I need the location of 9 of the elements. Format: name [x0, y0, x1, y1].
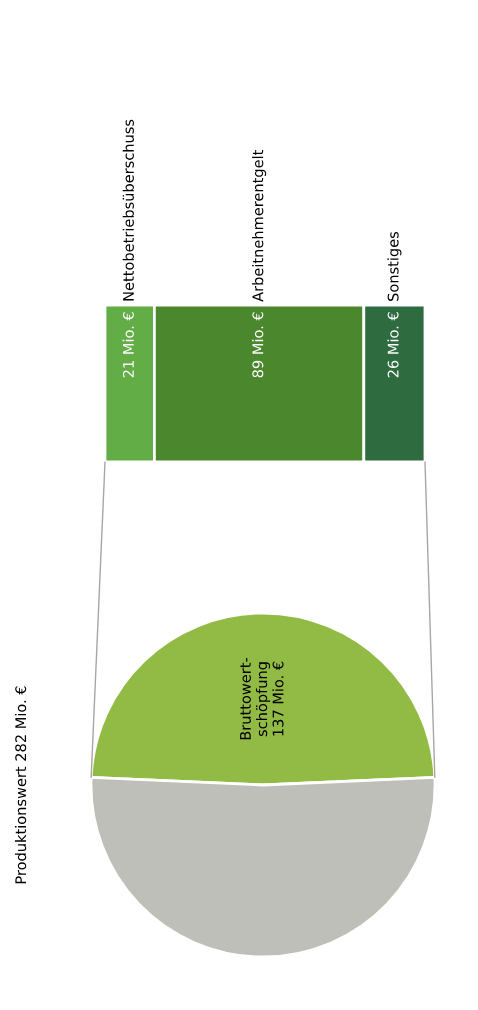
- data-label: 21 Mio. €: [122, 312, 134, 378]
- text: Sonstiges: [387, 231, 402, 301]
- text: Arbeitnehmerentgelt: [252, 150, 267, 302]
- text: Nettobetriebsüberschuss: [122, 119, 134, 301]
- slice-label: Bruttowert- schöpfung: [240, 657, 271, 740]
- data-label: 89 Mio. €: [252, 312, 264, 378]
- text: Produktionswert 282 Mio. €: [14, 686, 27, 884]
- data-label: 26 Mio. €: [387, 312, 399, 378]
- data-label: 137 Mio. €: [272, 661, 284, 736]
